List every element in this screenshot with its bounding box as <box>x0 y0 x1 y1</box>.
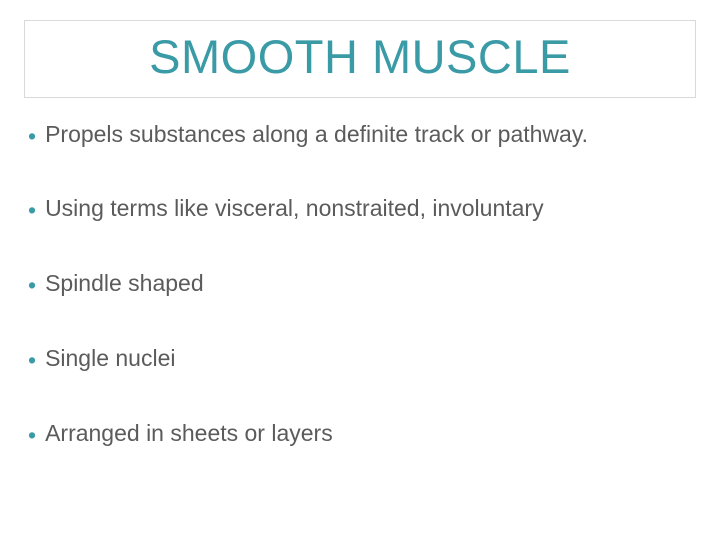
slide: SMOOTH MUSCLE • Propels substances along… <box>0 0 720 540</box>
bullet-text: Single nuclei <box>45 344 696 373</box>
bullet-icon: • <box>28 421 36 450</box>
title-box: SMOOTH MUSCLE <box>24 20 696 98</box>
bullet-icon: • <box>28 271 36 300</box>
list-item: • Arranged in sheets or layers <box>28 419 696 450</box>
bullet-text: Spindle shaped <box>45 269 696 298</box>
bullet-icon: • <box>28 122 36 151</box>
bullet-icon: • <box>28 196 36 225</box>
list-item: • Propels substances along a definite tr… <box>28 120 696 151</box>
bullet-text: Arranged in sheets or layers <box>45 419 696 448</box>
bullet-text: Using terms like visceral, nonstraited, … <box>45 194 696 223</box>
list-item: • Using terms like visceral, nonstraited… <box>28 194 696 225</box>
slide-title: SMOOTH MUSCLE <box>41 31 679 83</box>
bullet-list: • Propels substances along a definite tr… <box>24 120 696 450</box>
bullet-icon: • <box>28 346 36 375</box>
list-item: • Spindle shaped <box>28 269 696 300</box>
bullet-text: Propels substances along a definite trac… <box>45 120 696 149</box>
list-item: • Single nuclei <box>28 344 696 375</box>
